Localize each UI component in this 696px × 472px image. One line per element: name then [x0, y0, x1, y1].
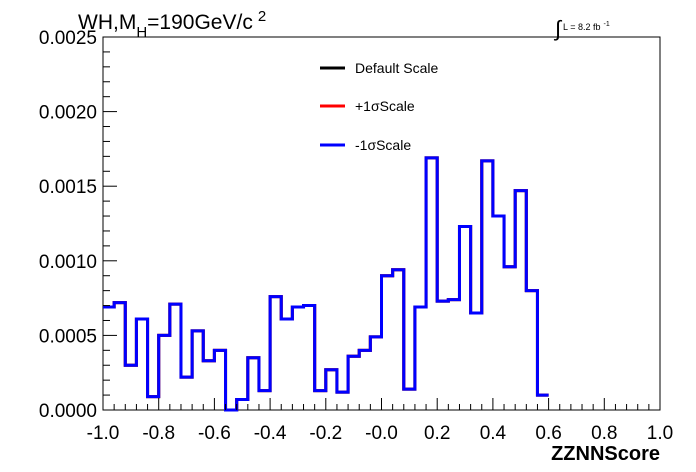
- x-tick-label: 0.8: [591, 423, 617, 444]
- x-axis-label: ZZNNScore: [551, 443, 660, 465]
- x-tick-label: 0.6: [535, 423, 561, 444]
- x-tick-label: -0.2: [309, 423, 342, 444]
- y-tick-label: 0.0010: [39, 252, 97, 273]
- x-tick-label: 0.4: [480, 423, 507, 444]
- y-tick-label: 0.0020: [39, 103, 97, 124]
- y-tick-label: 0.0000: [39, 401, 97, 422]
- legend-label: Default Scale: [355, 60, 438, 76]
- plot-frame: [102, 36, 661, 411]
- y-tick-label: 0.0025: [39, 28, 97, 49]
- lumi-label: ∫ L = 8.2 fb -1: [553, 16, 610, 41]
- x-tick-label: -0.6: [198, 423, 231, 444]
- legend: Default Scale +1σScale -1σScale: [320, 60, 438, 153]
- legend-label: -1σScale: [355, 137, 411, 153]
- y-tick-label: 0.0005: [39, 326, 97, 347]
- x-tick-label: -0.0: [365, 423, 398, 444]
- x-tick-label: 0.2: [424, 423, 450, 444]
- x-tick-label: -1.0: [87, 423, 120, 444]
- x-axis: -1.0 -0.8 -0.6 -0.4 -0.2 -0.0 0.2 0.4 0.6 0.8 1.0: [87, 398, 673, 444]
- y-tick-label: 0.0015: [39, 177, 97, 198]
- x-tick-label: 1.0: [647, 423, 673, 444]
- x-tick-label: -0.4: [254, 423, 287, 444]
- chart-title: WH,MH=190GeV/c 2: [78, 8, 266, 41]
- y-axis: 0.0000 0.0005 0.0010 0.0015 0.0020 0.0025: [39, 28, 117, 422]
- series-line-1-scale: [103, 156, 549, 412]
- legend-label: +1σScale: [355, 98, 415, 114]
- series-group: [103, 156, 549, 412]
- x-tick-label: -0.8: [142, 423, 175, 444]
